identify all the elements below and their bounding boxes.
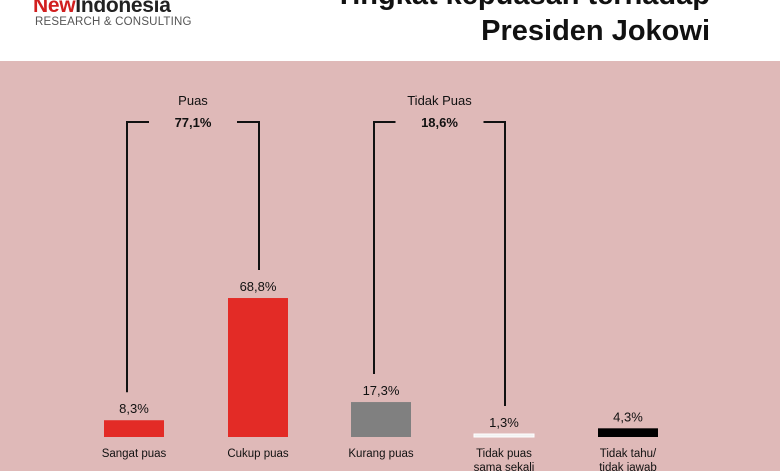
bar-2 xyxy=(351,402,411,437)
group-bracket-right-1 xyxy=(483,121,506,406)
group-name-1: Tidak Puas xyxy=(407,93,472,108)
group-total-1: 18,6% xyxy=(421,115,458,130)
value-label-3: 1,3% xyxy=(489,415,519,430)
value-label-2: 17,3% xyxy=(363,383,400,398)
category-label-4-0: Tidak tahu/ xyxy=(600,448,657,460)
bar-0 xyxy=(104,420,164,437)
category-label-3-1: sama sekali xyxy=(474,462,535,471)
header: NewIndonesia RESEARCH & CONSULTING Tingk… xyxy=(0,0,780,60)
group-name-0: Puas xyxy=(178,93,208,108)
group-bracket-left-0 xyxy=(126,121,149,393)
bar-1 xyxy=(228,298,288,437)
category-label-1-0: Cukup puas xyxy=(227,448,289,460)
category-label-4-1: tidak jawab xyxy=(599,462,657,471)
chart-title-line1: Tingkat kepuasan terhadap xyxy=(335,0,710,12)
chart-title-line2: Presiden Jokowi xyxy=(481,15,710,47)
category-label-0-0: Sangat puas xyxy=(102,448,167,460)
bar-4 xyxy=(598,428,658,437)
bar-3 xyxy=(473,433,535,438)
bar-chart: 8,3% Sangat puas 68,8% Cukup puas 17,3% Kuran… xyxy=(102,93,658,471)
value-label-0: 8,3% xyxy=(119,401,149,416)
logo-new: New xyxy=(33,0,76,17)
logo-indonesia: Indonesia xyxy=(75,0,171,17)
chart-panel: 8,3% Sangat puas 68,8% Cukup puas 17,3% Kuran… xyxy=(0,60,780,471)
group-bracket-left-1 xyxy=(373,121,396,375)
category-label-3-0: Tidak puas xyxy=(476,448,532,460)
group-total-0: 77,1% xyxy=(175,115,212,130)
category-label-2-0: Kurang puas xyxy=(348,448,413,460)
value-label-4: 4,3% xyxy=(613,409,643,424)
value-label-1: 68,8% xyxy=(240,279,277,294)
brand-logo: NewIndonesia xyxy=(33,0,171,18)
group-bracket-right-0 xyxy=(237,121,260,271)
logo-subtitle: RESEARCH & CONSULTING xyxy=(35,16,192,28)
